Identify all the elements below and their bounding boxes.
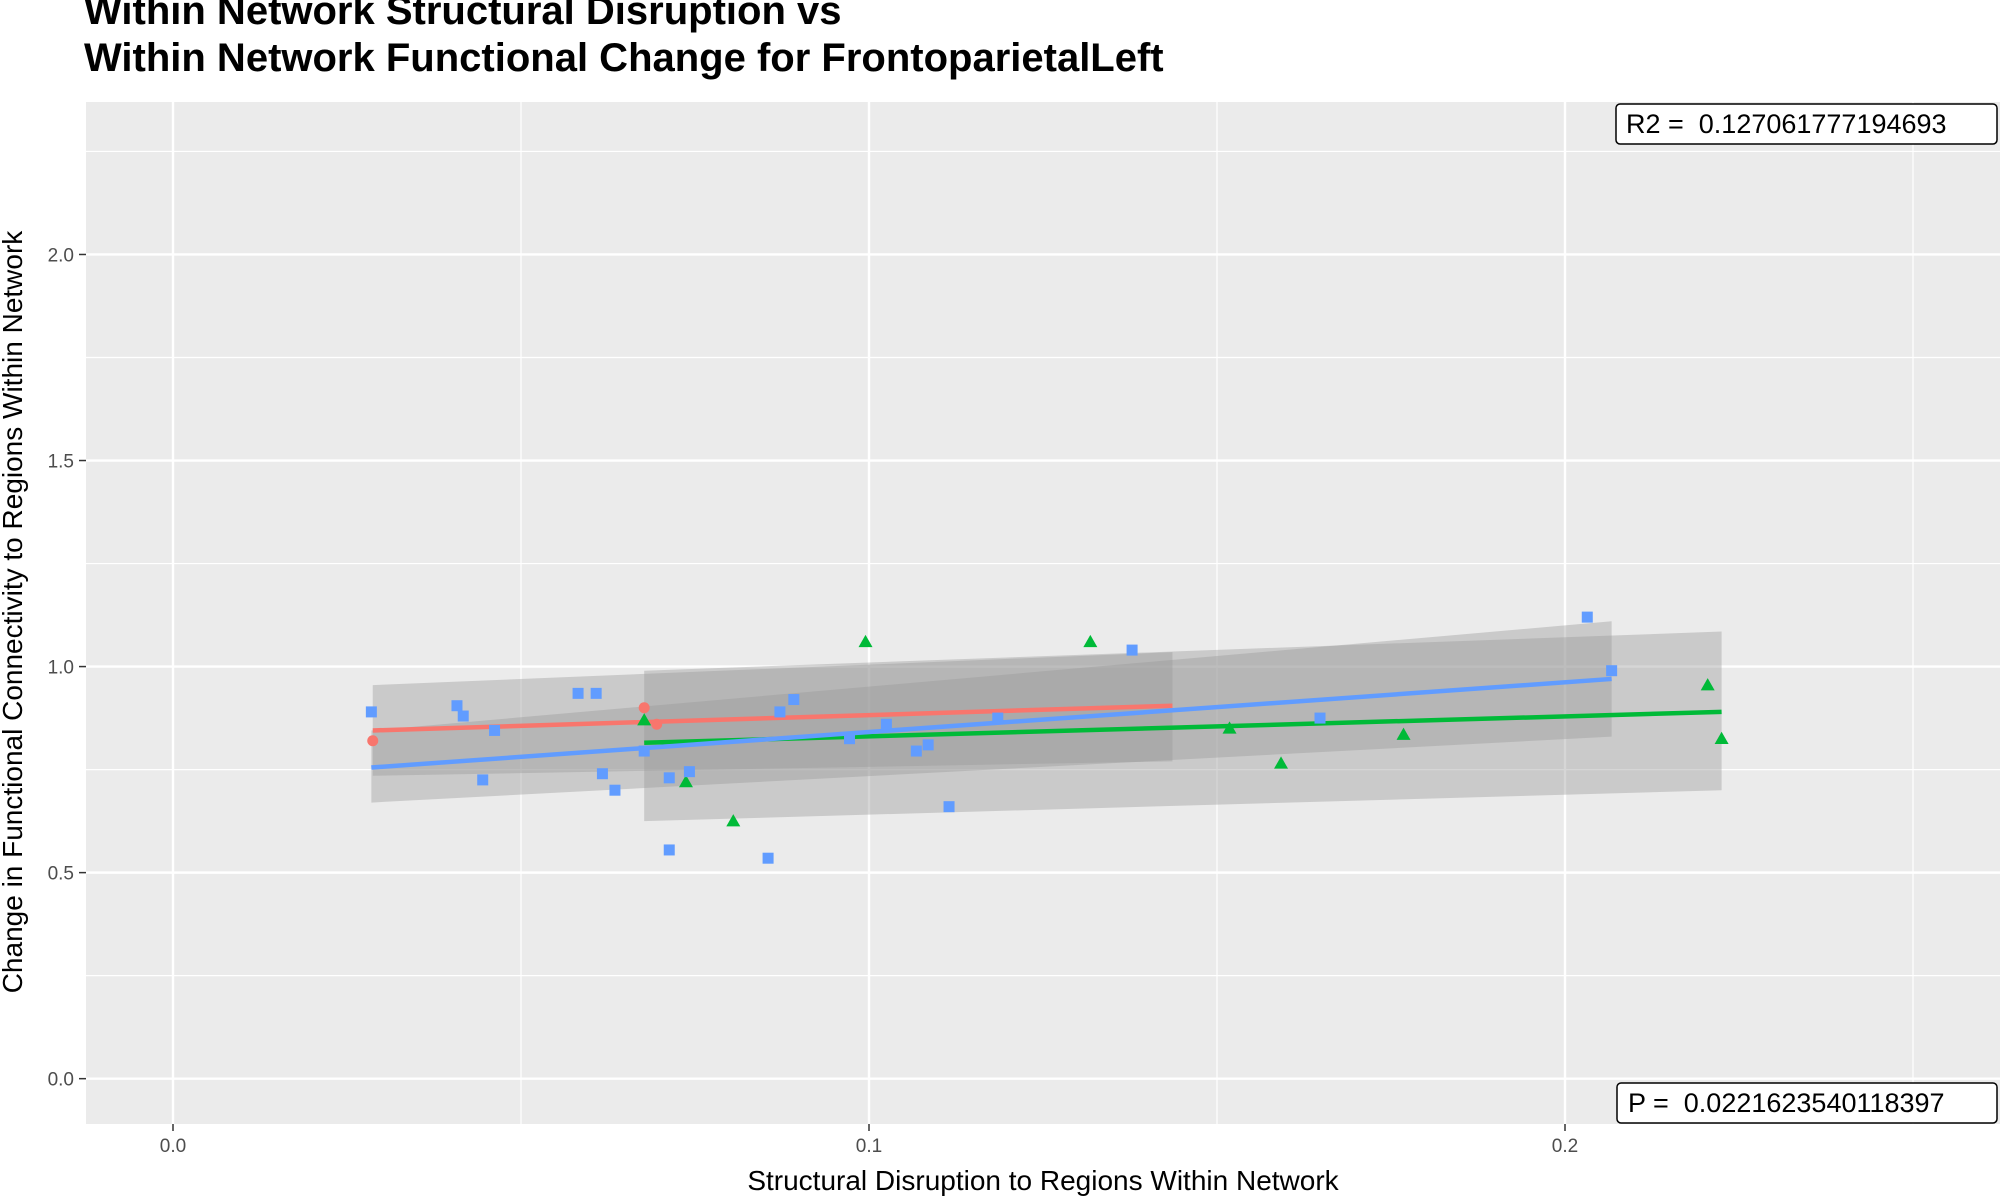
data-point-triangle [726,814,741,827]
data-point-square [1314,712,1326,724]
p-label: P = 0.0221623540118397 [1628,1088,1945,1118]
data-point-square [943,801,955,813]
data-point-triangle [1083,634,1098,648]
data-point-square [762,852,774,864]
x-tick-label: 0.2 [1552,1136,1578,1157]
fit-lines [371,676,1722,770]
data-point-square [1606,665,1618,677]
data-points [365,611,1729,864]
data-point-square [774,706,786,718]
chart-title: Within Network Structural Disruption vs W… [84,0,1884,82]
data-point-square [880,718,892,730]
y-tick-label: 1.5 [48,452,74,473]
r2-label: R2 = 0.127061777194693 [1626,109,1947,139]
data-point-triangle [1714,731,1729,744]
data-point-triangle [1396,727,1411,740]
data-point-triangle [678,774,693,788]
y-tick-label: 2.0 [48,245,74,266]
data-point-square [683,766,695,778]
grid-lines [86,102,2000,1124]
data-point-square [844,733,856,745]
data-point-triangle [1222,721,1237,734]
y-tick-label: 0.0 [48,1070,74,1091]
data-point-square [663,772,675,784]
r2-annotation: R2 = 0.127061777194693 [1615,103,1998,145]
data-point-square [365,706,377,718]
data-point-square [1126,644,1138,656]
fit-line-square [371,676,1612,770]
data-point-square [1581,611,1593,623]
axes: 0.0 0.1 0.2 0.0 0.5 1.0 1.5 2.0 [48,245,1579,1157]
data-point-square [489,724,501,736]
data-point-square [663,844,675,856]
x-axis-title: Structural Disruption to Regions Within … [747,1165,1339,1196]
data-point-triangle [637,713,652,726]
data-point-square [572,687,584,699]
fit-line-triangle [644,709,1722,746]
data-point-square [788,694,800,706]
data-point-square [922,739,934,751]
x-tick-label: 0.0 [160,1136,186,1157]
p-value-annotation: P = 0.0221623540118397 [1616,1082,1998,1124]
data-point-square [992,712,1004,724]
r2-label-box [1615,103,1998,145]
data-point-square [590,687,602,699]
y-axis-title: Change in Functional Connectivity to Reg… [0,230,28,994]
x-tick-label: 0.1 [856,1136,882,1157]
data-point-square [477,774,489,786]
y-tick-label: 0.5 [48,864,74,885]
p-label-box [1616,1082,1998,1124]
data-point-triangle [1700,678,1715,691]
data-point-circle [367,735,379,747]
confidence-band-circle [372,652,1173,776]
data-point-square [451,700,463,712]
chart-title-line-1: Within Network Structural Disruption vs [84,0,842,33]
data-point-square [457,710,469,722]
data-point-circle [638,702,650,714]
data-point-triangle [858,634,873,648]
data-point-square [910,745,922,757]
fit-line-circle [372,703,1173,733]
chart-title-line-2: Within Network Functional Change for Fro… [84,36,1164,80]
data-point-circle [651,718,663,730]
data-point-square [596,768,608,780]
y-tick-label: 1.0 [48,658,74,679]
plot-panel [86,102,2000,1124]
data-point-triangle [1274,756,1289,769]
data-point-square [638,745,650,757]
data-point-square [609,784,621,796]
